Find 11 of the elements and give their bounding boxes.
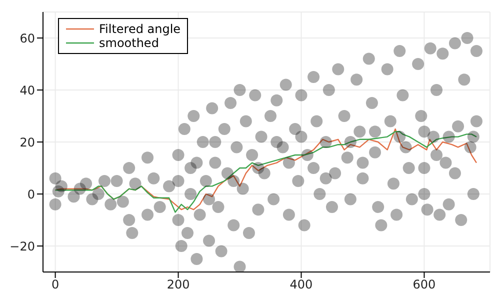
- x-tick-label: 0: [51, 278, 60, 292]
- y-tick-label: 40: [20, 83, 35, 98]
- y-tick-label: 20: [20, 135, 35, 150]
- y-tick-label: −20: [10, 239, 35, 254]
- legend-label: smoothed: [99, 36, 159, 50]
- legend-label: Filtered angle: [99, 22, 181, 36]
- y-tick-label: 0: [27, 187, 35, 202]
- x-tick-label: 600: [412, 278, 436, 292]
- x-tick-label: 400: [290, 278, 313, 292]
- y-tick-label: 60: [20, 31, 35, 46]
- x-tick-label: 200: [166, 278, 190, 292]
